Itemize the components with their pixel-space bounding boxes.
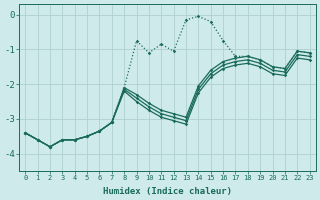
X-axis label: Humidex (Indice chaleur): Humidex (Indice chaleur) <box>103 187 232 196</box>
